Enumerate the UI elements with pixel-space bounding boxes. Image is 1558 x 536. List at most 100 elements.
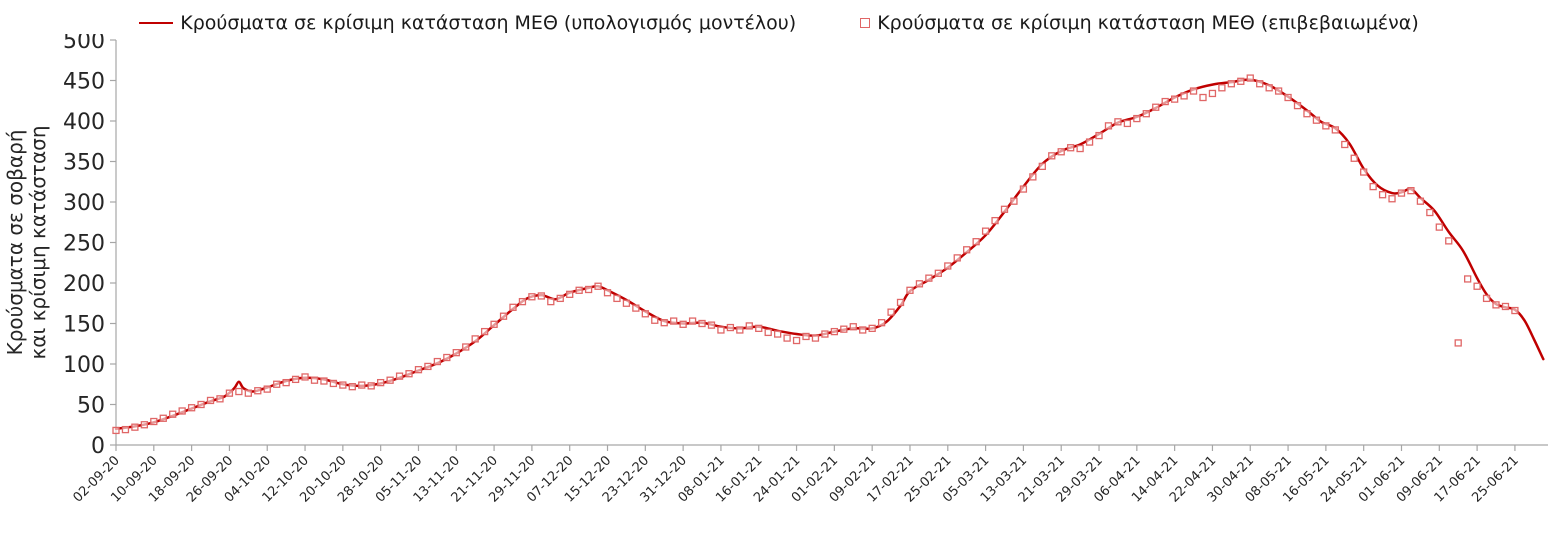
confirmed-marker: [632, 304, 640, 312]
confirmed-marker: [651, 316, 659, 324]
confirmed-marker: [159, 414, 167, 422]
confirmed-marker: [1492, 301, 1500, 309]
confirmed-marker: [320, 377, 328, 385]
confirmed-marker: [745, 322, 753, 330]
model-line: [114, 78, 1545, 431]
confirmed-marker: [405, 370, 413, 378]
confirmed-marker: [1341, 140, 1349, 149]
confirmed-marker: [339, 381, 347, 389]
confirmed-marker: [1482, 294, 1491, 303]
confirmed-marker: [1208, 89, 1217, 98]
confirmed-marker: [991, 216, 999, 225]
y-tick-label: 50: [77, 394, 105, 419]
confirmed-marker: [225, 389, 234, 397]
confirmed-marker: [1331, 126, 1339, 134]
y-tick-label: 350: [63, 151, 105, 176]
legend-label-confirmed: Κρούσματα σε κρίσιμη κατάσταση ΜΕΘ (επιβ…: [877, 12, 1419, 34]
confirmed-marker: [509, 303, 517, 311]
confirmed-marker: [783, 334, 791, 342]
y-axis-ticks: 0 50 100 150 200 250 300 350 400 450 500: [63, 29, 116, 459]
confirmed-marker: [1312, 116, 1321, 124]
confirmed-marker: [178, 407, 186, 415]
confirmed-marker: [1057, 148, 1065, 156]
confirmed-marker: [424, 362, 432, 371]
confirmed-marker: [273, 380, 281, 388]
confirmed-marker: [802, 332, 810, 341]
confirmed-marker: [1435, 223, 1443, 231]
confirmed-marker: [1170, 95, 1179, 103]
y-tick-label: 200: [63, 272, 105, 297]
confirmed-marker: [235, 387, 243, 396]
chart-area: Κρούσματα σε σοβαρή και κρίσιμη κατάσταση…: [0, 29, 1558, 536]
confirmed-marker: [1265, 84, 1273, 92]
confirmed-marker: [386, 376, 394, 384]
confirmed-marker: [641, 310, 649, 318]
confirmed-marker: [377, 378, 385, 387]
confirmed-marker: [1397, 189, 1406, 197]
confirmed-marker: [698, 319, 706, 328]
confirmed-marker: [1227, 80, 1236, 88]
confirmed-marker: [707, 321, 716, 329]
confirmed-marker: [1501, 302, 1510, 311]
y-tick-label: 0: [91, 434, 105, 459]
confirmed-marker: [1445, 237, 1453, 245]
confirmed-marker: [915, 280, 924, 288]
confirmed-marker: [254, 387, 262, 395]
confirmed-marker: [1511, 306, 1519, 315]
confirmed-marker: [1076, 144, 1084, 153]
confirmed-marker: [1180, 92, 1188, 100]
confirmed-marker: [821, 330, 829, 338]
confirmed-marker: [906, 286, 914, 294]
confirmed-marker: [849, 323, 857, 331]
confirmed-marker: [556, 294, 564, 303]
confirmed-marker: [859, 326, 867, 334]
confirmed-marker: [622, 299, 631, 307]
confirmed-marker: [774, 330, 782, 338]
confirmed-marker: [452, 349, 460, 357]
confirmed-marker: [1189, 87, 1198, 95]
confirmed-marker: [660, 319, 668, 327]
confirmed-marker: [811, 334, 820, 342]
confirmed-marker: [1104, 122, 1113, 130]
confirmed-marker: [1218, 84, 1226, 92]
legend-item-model: Κρούσματα σε κρίσιμη κατάσταση ΜΕΘ (υπολ…: [139, 12, 796, 34]
confirmed-marker: [726, 323, 735, 332]
confirmed-marker: [896, 298, 905, 307]
confirmed-marker: [547, 297, 555, 306]
confirmed-marker: [603, 289, 612, 297]
confirmed-marker: [887, 308, 895, 316]
confirmed-marker: [206, 396, 215, 405]
confirmed-square-swatch-icon: [860, 18, 871, 28]
confirmed-marker: [480, 327, 489, 336]
confirmed-marker: [764, 328, 772, 337]
x-axis-ticks: 02-09-2010-09-2018-09-2026-09-2004-10-20…: [70, 445, 1522, 506]
confirmed-marker: [433, 357, 442, 366]
legend: Κρούσματα σε κρίσιμη κατάσταση ΜΕΘ (υπολ…: [0, 8, 1558, 38]
confirmed-marker: [679, 320, 687, 328]
confirmed-marker: [1426, 208, 1434, 217]
confirmed-marker: [140, 421, 149, 429]
confirmed-marker: [613, 294, 621, 303]
confirmed-marker: [670, 317, 678, 325]
confirmed-marker: [584, 285, 593, 294]
confirmed-marker: [518, 297, 527, 306]
confirmed-marker: [1114, 118, 1122, 126]
confirmed-marker: [197, 400, 205, 409]
y-tick-label: 450: [63, 70, 105, 95]
confirmed-marker: [112, 426, 120, 435]
confirmed-marker: [169, 410, 177, 418]
confirmed-marker: [1019, 185, 1028, 193]
confirmed-marker: [1142, 110, 1150, 118]
confirmed-marker: [1360, 168, 1368, 176]
confirmed-marker: [1473, 282, 1481, 290]
confirmed-marker: [1274, 87, 1283, 95]
confirmed-marker: [575, 286, 583, 294]
confirmed-marker: [877, 319, 886, 327]
confirmed-marker: [1416, 197, 1425, 205]
confirmed-marker: [717, 326, 725, 334]
confirmed-marker: [792, 336, 801, 345]
svg-text:και κρίσιμη κατάσταση: και κρίσιμη κατάσταση: [26, 126, 50, 360]
chart-canvas: Κρούσματα σε σοβαρή και κρίσιμη κατάσταση…: [3, 29, 1548, 506]
confirmed-marker: [490, 320, 498, 328]
confirmed-marker: [1038, 162, 1046, 171]
